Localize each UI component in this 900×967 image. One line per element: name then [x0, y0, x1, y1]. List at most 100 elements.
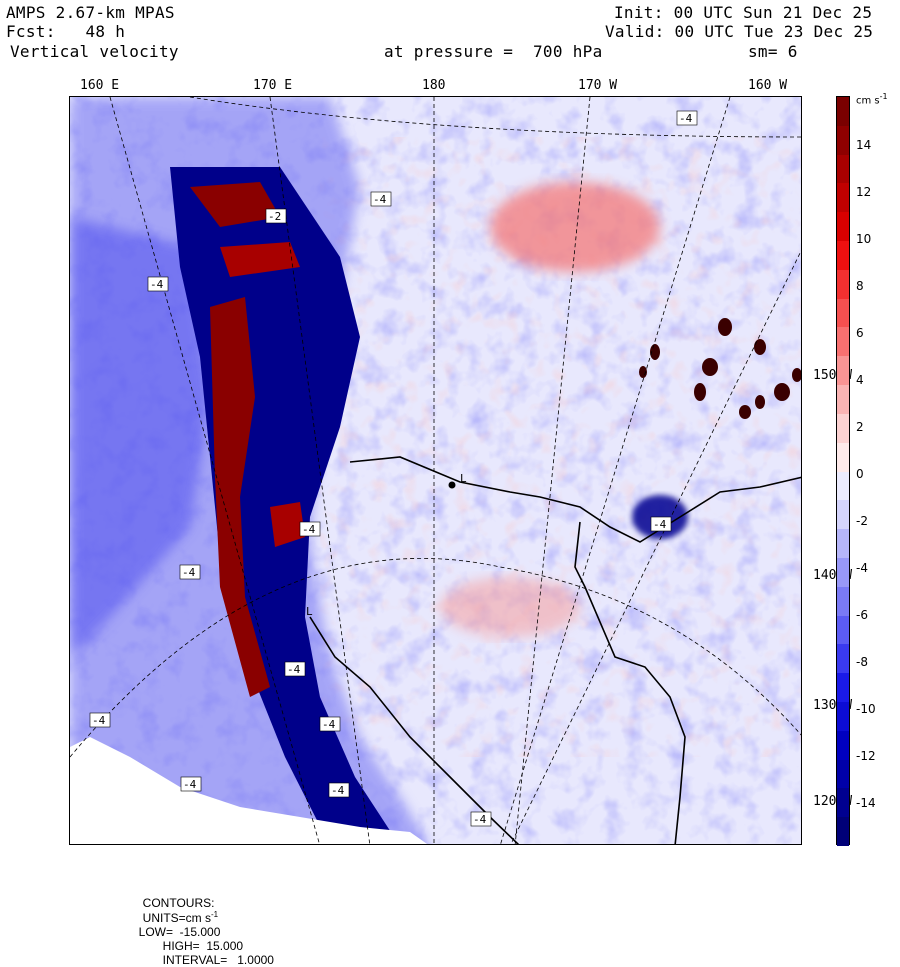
- colorbar-segment: [837, 212, 849, 242]
- svg-text:-4: -4: [331, 784, 345, 797]
- footer-contours: CONTOURS:: [142, 896, 215, 910]
- valid-time: Valid: 00 UTC Tue 23 Dec 25: [605, 22, 874, 41]
- colorbar-tick-label: -8: [856, 655, 868, 669]
- mountain-wave-ascent-streak-1: [210, 297, 270, 697]
- colorbar-segment: [837, 154, 849, 184]
- vertical-velocity-map: L L -4 -4 -4 -4 -4 -4 -2 -4 -4 -4 -4 -4 …: [69, 96, 802, 845]
- footer-high: HIGH= 15.000: [162, 939, 244, 953]
- svg-text:-4: -4: [473, 813, 487, 826]
- colorbar-tick-label: 6: [856, 326, 864, 340]
- ascent-patch-south: [440, 577, 580, 637]
- colorbar-segment: [837, 471, 849, 501]
- colorbar-segment: [837, 356, 849, 386]
- colorbar-segment: [837, 817, 849, 847]
- footer-interval: INTERVAL= 1.0000: [162, 953, 274, 967]
- forecast-hour: Fcst: 48 h: [6, 22, 126, 41]
- colorbar-segment: [837, 97, 849, 127]
- mountain-wave-ascent-streak-2: [190, 182, 280, 227]
- init-time: Init: 00 UTC Sun 21 Dec 25: [614, 3, 873, 22]
- footer-units: UNITS=cm s-1: [142, 910, 219, 925]
- contour-box: -4: [370, 191, 392, 207]
- colorbar-segment: [837, 298, 849, 328]
- map-svg: L L -4 -4 -4 -4 -4 -4 -2 -4 -4 -4 -4 -4 …: [70, 97, 801, 844]
- svg-text:-4: -4: [182, 566, 196, 579]
- colorbar-tick-label: -6: [856, 608, 868, 622]
- svg-text:-4: -4: [322, 718, 336, 731]
- colorbar-tick-label: -12: [856, 749, 876, 763]
- colorbar-tick-label: -4: [856, 561, 868, 575]
- colorbar-segment: [837, 241, 849, 271]
- footer-low: LOW= -15.000: [138, 925, 221, 939]
- colorbar-segment: [837, 500, 849, 530]
- pressure-level: at pressure = 700 hPa: [384, 42, 603, 61]
- colorbar-segment: [837, 269, 849, 300]
- contour-box: -4: [284, 661, 306, 677]
- colorbar-segment: [837, 759, 849, 789]
- colorbar-segment: [837, 442, 849, 472]
- contour-box: -4: [180, 776, 202, 792]
- lon-label-170w: 170 W: [578, 78, 618, 93]
- contour-label-boxes: -4 -4 -4 -4 -4 -4 -2 -4 -4 -4 -4 -4 -4: [89, 110, 698, 827]
- colorbar-segment: [837, 701, 849, 732]
- colorbar-segment: [837, 673, 849, 703]
- colorbar-segment: [837, 586, 849, 617]
- colorbar-segment: [837, 730, 849, 761]
- svg-text:-4: -4: [92, 714, 106, 727]
- contour-box: -4: [470, 811, 492, 827]
- colorbar-tick-label: -2: [856, 514, 868, 528]
- colorbar: [836, 96, 850, 847]
- colorbar-units: cm s-1: [856, 92, 888, 107]
- contour-box: -2: [265, 208, 287, 224]
- svg-text:-4: -4: [183, 778, 197, 791]
- colorbar-segment: [837, 327, 849, 357]
- contour-box: -4: [650, 516, 672, 532]
- model-title: AMPS 2.67-km MPAS: [6, 3, 175, 22]
- mountain-wave-ascent-streak-3: [220, 242, 300, 277]
- svg-text:-2: -2: [268, 210, 281, 223]
- colorbar-tick-label: 10: [856, 232, 872, 246]
- contour-box: -4: [299, 521, 321, 537]
- colorbar-segment: [837, 615, 849, 645]
- ascent-patch-north: [490, 182, 660, 272]
- colorbar-tick-label: 0: [856, 467, 864, 481]
- colorbar-tick-label: -14: [856, 796, 876, 810]
- lon-label-160w: 160 W: [748, 78, 788, 93]
- colorbar-segment: [837, 385, 849, 415]
- colorbar-tick-label: 8: [856, 279, 864, 293]
- station-marker-1: [448, 481, 456, 489]
- colorbar-segment: [837, 788, 849, 818]
- low-label-2: L: [306, 605, 313, 618]
- contour-box: -4: [147, 276, 169, 292]
- contour-box: -4: [319, 716, 341, 732]
- mountain-wave-ascent-streak-4: [270, 502, 305, 547]
- svg-text:-4: -4: [150, 278, 164, 291]
- field-name: Vertical velocity: [10, 42, 179, 61]
- svg-text:-4: -4: [287, 663, 301, 676]
- colorbar-tick-label: 12: [856, 185, 872, 199]
- svg-text:-4: -4: [653, 518, 667, 531]
- lon-label-160e: 160 E: [80, 78, 120, 93]
- colorbar-segment: [837, 125, 849, 156]
- lon-label-180: 180: [422, 78, 446, 93]
- contour-box: -4: [328, 782, 350, 798]
- colorbar-segment: [837, 557, 849, 588]
- terrain-mask: [70, 737, 428, 844]
- svg-text:-4: -4: [373, 193, 387, 206]
- smoothing: sm= 6: [748, 42, 798, 61]
- colorbar-segment: [837, 644, 849, 674]
- low-label-1: L: [460, 472, 467, 485]
- contour-box: -4: [179, 564, 201, 580]
- contour-box: -4: [676, 110, 698, 126]
- colorbar-segment: [837, 183, 849, 213]
- colorbar-segment: [837, 529, 849, 559]
- colorbar-tick-label: 4: [856, 373, 864, 387]
- svg-text:-4: -4: [679, 112, 693, 125]
- lon-label-170e: 170 E: [253, 78, 293, 93]
- colorbar-tick-label: -10: [856, 702, 876, 716]
- svg-text:-4: -4: [302, 523, 316, 536]
- contour-box: -4: [89, 712, 111, 728]
- western-descent-core: [70, 217, 210, 657]
- colorbar-segment: [837, 413, 849, 444]
- storm-cells: [639, 318, 801, 419]
- colorbar-tick-label: 2: [856, 420, 864, 434]
